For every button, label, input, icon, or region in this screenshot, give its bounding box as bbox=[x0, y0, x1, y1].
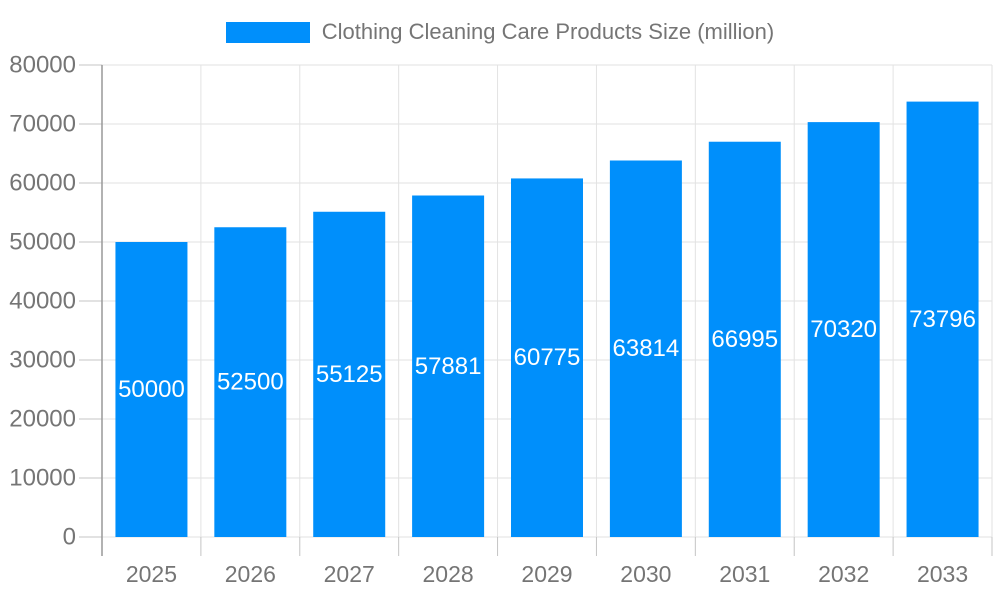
y-axis-tick-label: 30000 bbox=[9, 347, 76, 374]
bar-2031[interactable] bbox=[708, 141, 781, 538]
bar-2029[interactable] bbox=[511, 178, 583, 538]
x-axis-tick-label: 2026 bbox=[225, 561, 276, 587]
legend-item[interactable]: Clothing Cleaning Care Products Size (mi… bbox=[0, 21, 1000, 43]
x-axis-tick-label: 2025 bbox=[126, 561, 177, 587]
bar-value-label: 50000 bbox=[118, 376, 185, 403]
legend-label: Clothing Cleaning Care Products Size (mi… bbox=[321, 19, 775, 44]
bar-value-label: 63814 bbox=[613, 335, 680, 362]
bar-2027[interactable] bbox=[313, 211, 386, 537]
bar-value-label: 60775 bbox=[514, 344, 581, 371]
bar-2030[interactable] bbox=[609, 160, 682, 537]
bar-2025[interactable] bbox=[115, 242, 188, 537]
bar-2026[interactable] bbox=[214, 227, 287, 537]
y-axis-tick-label: 10000 bbox=[9, 465, 76, 492]
y-axis-tick-label: 0 bbox=[63, 524, 76, 551]
y-axis-tick-label: 20000 bbox=[9, 406, 76, 433]
x-axis-tick-label: 2029 bbox=[521, 561, 572, 587]
y-axis-tick-label: 80000 bbox=[9, 52, 76, 79]
x-axis-tick-label: 2031 bbox=[719, 561, 770, 587]
bar-value-label: 55125 bbox=[316, 361, 383, 388]
bar-2033[interactable] bbox=[906, 101, 979, 537]
bar-value-label: 52500 bbox=[217, 369, 284, 396]
y-axis-tick-label: 60000 bbox=[9, 170, 76, 197]
x-axis-tick-label: 2027 bbox=[324, 561, 375, 587]
y-axis-tick-label: 40000 bbox=[9, 288, 76, 315]
legend-swatch bbox=[225, 21, 310, 43]
bar-2032[interactable] bbox=[807, 122, 880, 537]
bar-value-label: 66995 bbox=[711, 326, 778, 353]
x-axis-tick-label: 2032 bbox=[818, 561, 869, 587]
y-axis-tick-label: 70000 bbox=[9, 111, 76, 138]
bar-value-label: 57881 bbox=[415, 353, 482, 380]
x-axis-tick-label: 2033 bbox=[917, 561, 968, 587]
bar-2028[interactable] bbox=[412, 195, 485, 537]
x-axis-tick-label: 2030 bbox=[620, 561, 671, 587]
bar-value-label: 70320 bbox=[810, 316, 877, 343]
y-axis-tick-label: 50000 bbox=[9, 229, 76, 256]
x-axis-tick-label: 2028 bbox=[423, 561, 474, 587]
bar-value-label: 73796 bbox=[909, 306, 976, 333]
